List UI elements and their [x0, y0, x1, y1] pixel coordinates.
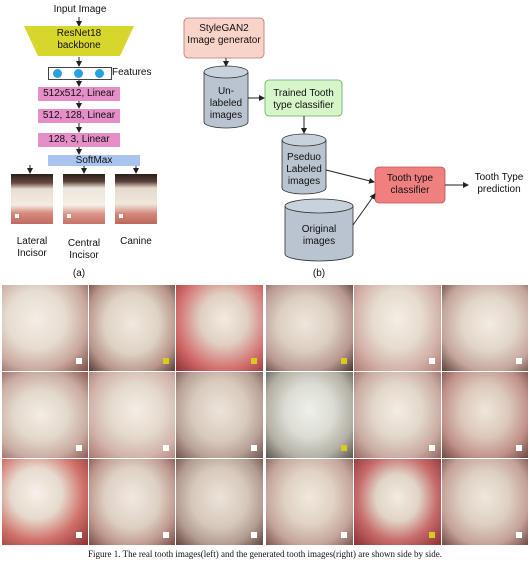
softmax-block: SoftMax — [48, 155, 140, 166]
real-tooth-photo — [89, 459, 175, 545]
panel-a-label: (a) — [72, 268, 86, 279]
tooth-type-classifier-box: Tooth type classifier — [386, 173, 434, 196]
input-image-label: Input Image — [53, 4, 107, 15]
canine-label: Canine — [120, 236, 152, 247]
generated-tooth-photo — [266, 372, 353, 458]
lateral-incisor-thumbnail — [11, 174, 53, 224]
panel-b-diagram — [183, 17, 469, 262]
generated-tooth-photo — [442, 372, 528, 458]
trained-classifier-box: Trained Tooth type classifier — [273, 88, 334, 111]
unlabeled-images-cylinder: Un- labeled images — [209, 86, 243, 121]
real-tooth-photo — [176, 459, 263, 545]
central-incisor-label: Central Incisor — [67, 238, 101, 261]
panel-a-arrows — [27, 17, 139, 174]
generated-tooth-photo — [442, 459, 528, 545]
features-label: Features — [112, 67, 152, 78]
canine-thumbnail — [115, 174, 157, 224]
pseudo-labeled-cylinder: Pseduo Labeled images — [286, 152, 322, 187]
real-tooth-photo — [2, 372, 88, 458]
original-images-cylinder: Original images — [301, 224, 337, 247]
real-tooth-photo — [89, 372, 175, 458]
backbone-label: ResNet18 backbone — [56, 28, 102, 51]
generated-tooth-photo — [354, 459, 441, 545]
generated-tooth-photo — [442, 285, 528, 371]
figure-caption: Figure 1. The real tooth images(left) an… — [88, 549, 442, 559]
panel-b-label: (b) — [312, 268, 326, 279]
real-tooth-photo — [2, 459, 88, 545]
real-tooth-photo — [89, 285, 175, 371]
generated-tooth-photo — [266, 285, 353, 371]
real-tooth-photo — [176, 372, 263, 458]
linear-layer-1: 512x512, Linear — [38, 87, 120, 101]
features-vector — [48, 67, 112, 80]
generated-tooth-photo — [354, 372, 441, 458]
backbone-block — [24, 26, 134, 56]
tooth-type-prediction-label: Tooth Type prediction — [474, 172, 524, 195]
real-tooth-photo — [2, 285, 88, 371]
generator-box: StyleGAN2 Image generator — [187, 23, 261, 46]
generated-tooth-photo — [354, 285, 441, 371]
lateral-incisor-label: Lateral Incisor — [16, 236, 48, 259]
linear-layer-3: 128, 3, Linear — [38, 133, 120, 147]
real-tooth-photo — [176, 285, 263, 371]
central-incisor-thumbnail — [63, 174, 105, 224]
generated-tooth-photo — [266, 459, 353, 545]
linear-layer-2: 512, 128, Linear — [38, 109, 120, 123]
